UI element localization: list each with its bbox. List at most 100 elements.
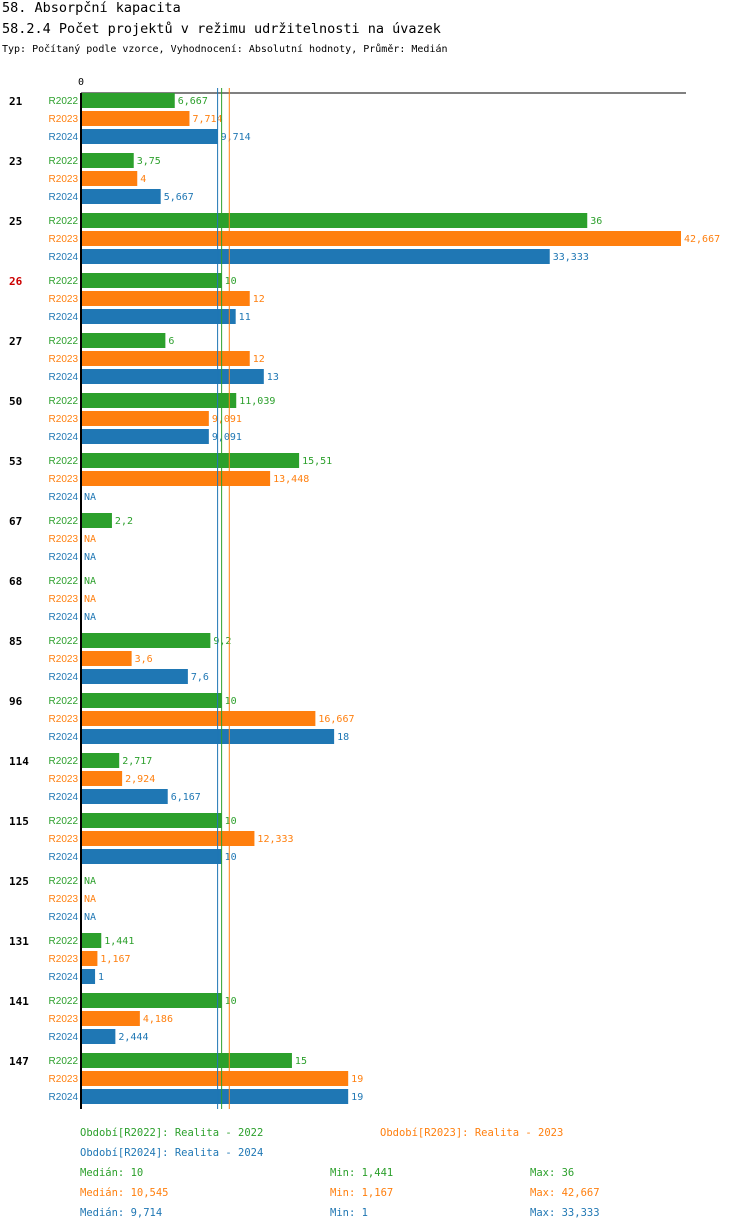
bar (81, 291, 250, 306)
category-label: 23 (9, 155, 22, 168)
series-label: R2024 (49, 372, 79, 383)
data-label: NA (84, 492, 96, 503)
series-label: R2024 (49, 612, 79, 623)
bar (81, 993, 222, 1008)
series-label: R2024 (49, 972, 79, 983)
bar (81, 129, 218, 144)
legend-min-r2023: Min: 1,167 (330, 1187, 394, 1199)
data-label: 13,448 (273, 474, 309, 485)
series-label: R2022 (49, 156, 79, 167)
bar (81, 789, 168, 804)
data-label: 10 (225, 276, 237, 287)
data-label: 2,924 (125, 774, 155, 785)
series-label: R2022 (49, 816, 79, 827)
data-label: NA (84, 552, 96, 563)
bar (81, 171, 138, 186)
data-label: 10 (225, 996, 237, 1007)
data-label: 5,667 (164, 192, 194, 203)
bar (81, 93, 175, 108)
bar (81, 651, 132, 666)
series-label: R2024 (49, 312, 79, 323)
series-label: R2022 (49, 1056, 79, 1067)
data-label: 4 (140, 174, 146, 185)
legend-period-r2024: Období[R2024]: Realita - 2024 (80, 1147, 264, 1159)
data-label: 19 (351, 1074, 363, 1085)
bar (81, 813, 222, 828)
series-label: R2024 (49, 912, 79, 923)
series-label: R2022 (49, 636, 79, 647)
data-label: NA (84, 576, 96, 587)
data-label: 9,2 (213, 636, 231, 647)
data-label: 1,167 (100, 954, 130, 965)
data-label: NA (84, 612, 96, 623)
bar (81, 753, 120, 768)
series-label: R2022 (49, 96, 79, 107)
bar (81, 693, 222, 708)
series-label: R2024 (49, 132, 79, 143)
series-label: R2022 (49, 876, 79, 887)
series-label: R2024 (49, 732, 79, 743)
category-label: 21 (9, 95, 23, 108)
series-label: R2024 (49, 192, 79, 203)
series-label: R2023 (49, 714, 79, 725)
data-label: 11,039 (239, 396, 275, 407)
data-label: 3,75 (137, 156, 161, 167)
category-label: 141 (9, 995, 29, 1008)
bar (81, 213, 588, 228)
category-label: 53 (9, 455, 22, 468)
series-label: R2024 (49, 552, 79, 563)
series-label: R2023 (49, 474, 79, 485)
series-label: R2024 (49, 672, 79, 683)
series-label: R2023 (49, 834, 79, 845)
legend-max-r2023: Max: 42,667 (530, 1187, 600, 1199)
data-label: 7,714 (192, 114, 222, 125)
category-label: 114 (9, 755, 29, 768)
series-label: R2023 (49, 234, 79, 245)
bar (81, 273, 222, 288)
chart-title: 58.2.4 Počet projektů v režimu udržiteln… (2, 21, 441, 37)
data-label: 13 (267, 372, 279, 383)
series-label: R2024 (49, 852, 79, 863)
series-label: R2023 (49, 654, 79, 665)
bar (81, 951, 98, 966)
legend-median-r2022: Medián: 10 (80, 1167, 144, 1179)
legend-max-r2022: Max: 36 (530, 1167, 575, 1179)
data-label: 18 (337, 732, 349, 743)
bar (81, 429, 209, 444)
series-label: R2022 (49, 516, 79, 527)
series-label: R2023 (49, 894, 79, 905)
data-label: 10 (225, 816, 237, 827)
category-label: 50 (9, 395, 22, 408)
series-label: R2022 (49, 456, 79, 467)
data-label: 2,2 (115, 516, 133, 527)
data-label: 9,091 (212, 432, 242, 443)
series-label: R2023 (49, 594, 79, 605)
bar-chart: 0 21 R2022 6,667 R2023 7,714 R2024 9,714 23 R2022… (9, 77, 720, 1109)
data-label: 9,714 (221, 132, 251, 143)
data-label: 2,444 (118, 1032, 148, 1043)
bar (81, 729, 335, 744)
series-label: R2023 (49, 954, 79, 965)
legend-min-r2024: Min: 1 (330, 1207, 368, 1219)
series-label: R2023 (49, 414, 79, 425)
legend-median-r2024: Medián: 9,714 (80, 1207, 163, 1219)
data-label: NA (84, 534, 96, 545)
legend-min-r2022: Min: 1,441 (330, 1167, 394, 1179)
data-label: 36 (590, 216, 602, 227)
data-label: 4,186 (143, 1014, 173, 1025)
bar (81, 1053, 292, 1068)
series-label: R2022 (49, 936, 79, 947)
bar (81, 849, 222, 864)
category-label: 26 (9, 275, 23, 288)
series-label: R2024 (49, 1032, 79, 1043)
bar (81, 933, 102, 948)
data-label: 12 (253, 294, 265, 305)
category-label: 115 (9, 815, 29, 828)
chart-description: Typ: Počítaný podle vzorce, Vyhodnocení:… (2, 44, 448, 55)
category-label: 96 (9, 695, 23, 708)
data-label: 6,167 (171, 792, 201, 803)
bar (81, 711, 316, 726)
data-label: 9,091 (212, 414, 242, 425)
data-label: 15 (295, 1056, 307, 1067)
data-label: 6,667 (178, 96, 208, 107)
